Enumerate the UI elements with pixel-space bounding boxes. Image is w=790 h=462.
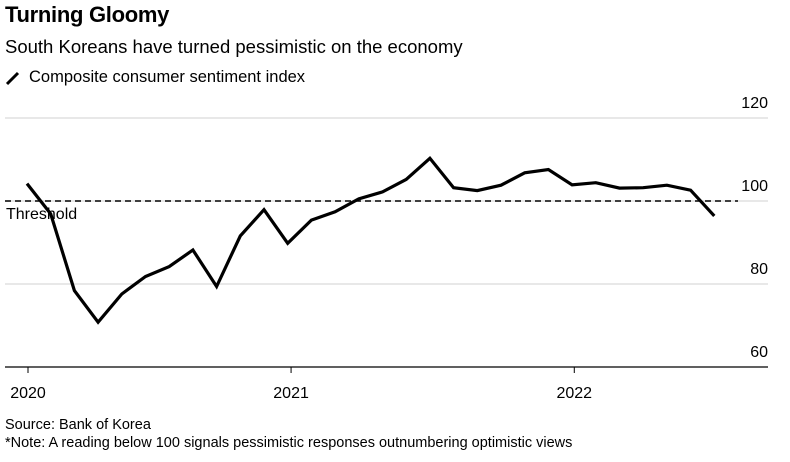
line-series-icon (5, 71, 20, 85)
legend: Composite consumer sentiment index (5, 68, 305, 87)
x-axis: 2020 2021 2022 (5, 366, 768, 402)
legend-label: Composite consumer sentiment index (29, 68, 306, 86)
y-tick-label-100: 100 (741, 178, 768, 195)
y-axis: 60 80 100 120 (741, 95, 768, 361)
threshold-label: Threshold (6, 206, 77, 223)
series-line (25, 155, 716, 325)
series-layer (25, 155, 716, 325)
y-tick-label-60: 60 (750, 344, 768, 361)
x-tick-label-2020: 2020 (10, 385, 46, 402)
annotations: Threshold (5, 200, 738, 223)
footnote: *Note: A reading below 100 signals pessi… (5, 435, 573, 451)
chart-title: Turning Gloomy (5, 2, 170, 27)
chart-subtitle: South Koreans have turned pessimistic on… (5, 36, 463, 57)
x-tick-label-2022: 2022 (556, 385, 592, 402)
x-tick-label-2021: 2021 (273, 385, 309, 402)
y-tick-label-80: 80 (750, 261, 768, 278)
source-note: Source: Bank of Korea (5, 417, 151, 433)
y-tick-label-120: 120 (741, 95, 768, 112)
